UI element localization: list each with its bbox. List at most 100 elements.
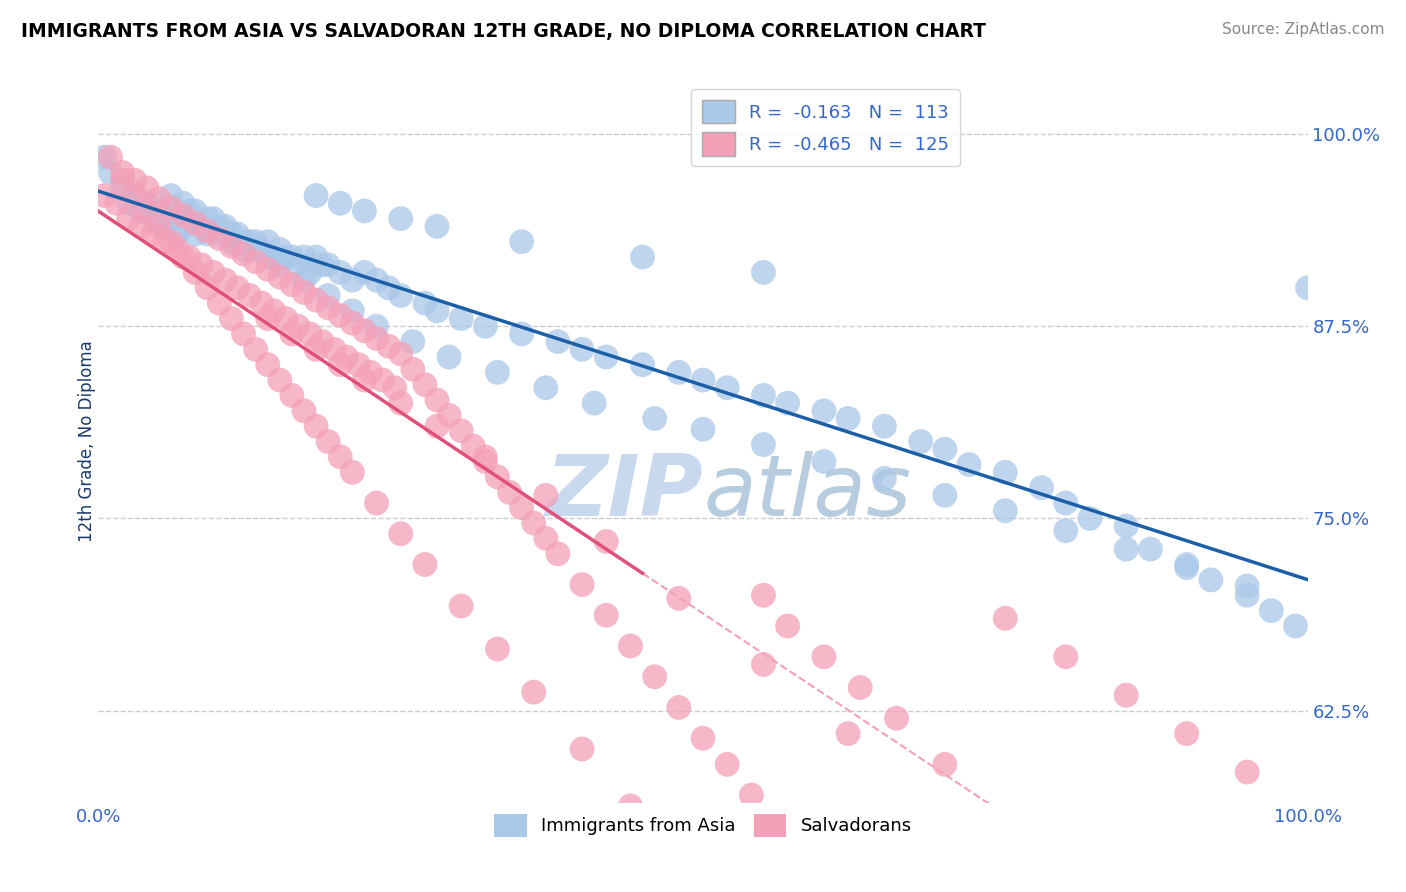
Point [263,304,285,318]
Point [232,247,254,261]
Point [474,454,496,468]
Point [366,332,388,346]
Point [245,235,267,249]
Point [1260,604,1282,618]
Point [135,181,157,195]
Point [1199,573,1222,587]
Point [644,411,666,425]
Point [287,319,309,334]
Point [994,504,1017,518]
Point [389,526,412,541]
Point [389,211,412,226]
Point [486,642,509,657]
Point [413,296,436,310]
Point [1296,281,1319,295]
Point [450,424,472,438]
Point [287,258,309,272]
Point [335,350,357,364]
Point [886,711,908,725]
Point [166,243,188,257]
Point [426,419,449,434]
Point [281,326,304,341]
Point [292,285,315,300]
Point [250,296,273,310]
Point [142,227,165,241]
Point [221,311,243,326]
Point [837,726,859,740]
Point [692,373,714,387]
Point [523,685,546,699]
Point [366,319,388,334]
Point [305,343,328,357]
Point [347,358,370,372]
Point [190,219,212,234]
Point [631,358,654,372]
Point [371,373,394,387]
Point [245,243,267,257]
Point [1054,496,1077,510]
Point [426,392,449,407]
Point [274,250,297,264]
Point [256,358,278,372]
Point [256,311,278,326]
Point [148,192,170,206]
Point [668,700,690,714]
Point [250,243,273,257]
Point [160,188,183,202]
Point [1115,519,1137,533]
Point [957,458,980,472]
Point [299,265,322,279]
Point [129,203,152,218]
Point [873,419,896,434]
Point [631,250,654,264]
Point [245,254,267,268]
Point [1175,726,1198,740]
Point [281,277,304,292]
Point [752,588,775,602]
Point [221,239,243,253]
Point [474,319,496,334]
Point [184,203,207,218]
Legend: Immigrants from Asia, Salvadorans: Immigrants from Asia, Salvadorans [486,806,920,845]
Text: ZIP: ZIP [546,450,703,533]
Point [366,273,388,287]
Point [837,411,859,425]
Point [190,258,212,272]
Point [239,235,262,249]
Point [619,639,641,653]
Point [342,304,364,318]
Point [148,219,170,234]
Point [510,326,533,341]
Point [510,235,533,249]
Point [118,211,141,226]
Point [232,243,254,257]
Point [498,485,520,500]
Point [256,250,278,264]
Point [100,150,122,164]
Point [172,219,194,234]
Point [402,334,425,349]
Point [776,619,799,633]
Point [752,657,775,672]
Point [1175,558,1198,572]
Point [269,373,291,387]
Y-axis label: 12th Grade, No Diploma: 12th Grade, No Diploma [79,341,96,542]
Point [239,288,262,302]
Point [994,611,1017,625]
Point [263,250,285,264]
Point [160,201,183,215]
Point [93,150,115,164]
Point [534,488,557,502]
Point [305,250,328,264]
Point [124,188,146,202]
Point [184,265,207,279]
Point [360,365,382,379]
Point [274,311,297,326]
Point [281,250,304,264]
Point [179,203,201,218]
Point [873,471,896,485]
Point [172,196,194,211]
Point [305,188,328,202]
Point [316,301,339,315]
Point [644,670,666,684]
